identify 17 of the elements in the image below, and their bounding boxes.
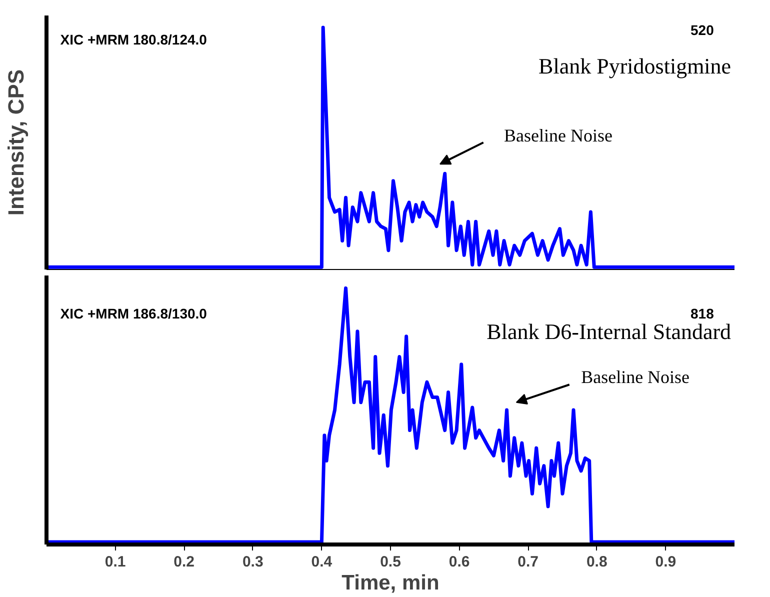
x-tick-label: 0.3 [242, 554, 264, 570]
x-axis-title: Time, min [342, 572, 440, 594]
x-tick-label: 0.7 [518, 554, 539, 570]
x-tick-label: 0.8 [586, 554, 608, 570]
annotation: XIC +MRM 180.8/124.0 [60, 31, 208, 48]
annotation: XIC +MRM 186.8/130.0 [60, 306, 208, 322]
x-tick-label: 0.1 [104, 554, 126, 570]
x-tick-label: 0.4 [311, 554, 333, 570]
x-tick-label: 0.6 [448, 554, 470, 570]
x-tick-label: 0.5 [380, 554, 401, 570]
text: Blank Pyridostigmine [538, 53, 732, 78]
annotation: 520 [690, 22, 714, 38]
annotation: Baseline Noise [581, 367, 690, 388]
x-tick-label: 0.2 [174, 554, 195, 570]
x-tick-label: 0.9 [655, 554, 676, 570]
y-axis-title: Intensity, CPS [4, 69, 28, 216]
annotation: Baseline Noise [504, 125, 613, 146]
